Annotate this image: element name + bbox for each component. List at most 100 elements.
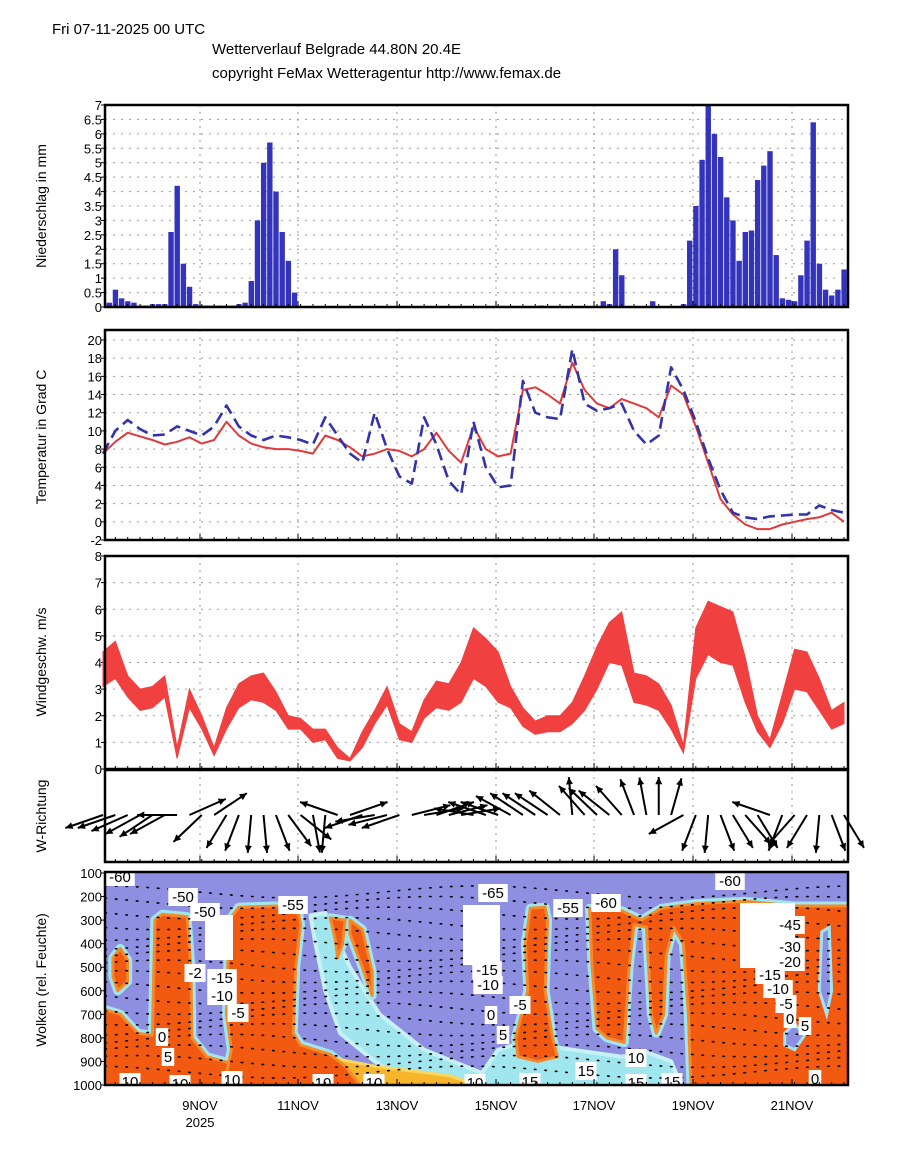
wind-direction-arrow <box>786 814 808 849</box>
arrow-head-icon <box>119 829 128 837</box>
x-tick-label: 21NOV <box>771 1098 814 1113</box>
contour-label-bg <box>808 1070 822 1085</box>
contour-label-bg <box>775 916 805 934</box>
arrow-head-icon <box>568 788 577 796</box>
wind-direction-arrow <box>701 814 710 853</box>
y-tick-label: 2 <box>95 709 102 724</box>
y-tick-label: 400 <box>80 937 102 952</box>
humidity-region-dry <box>817 924 834 1021</box>
contour-label-bg <box>184 964 206 982</box>
contour-label-bg <box>169 1075 191 1085</box>
wind-direction-arrow <box>528 789 561 816</box>
contour-label: -15 <box>759 967 781 984</box>
wind-direction-arrow <box>335 814 375 824</box>
precip-bar <box>649 301 656 307</box>
contour-label-bg <box>798 1017 812 1035</box>
precip-bar <box>291 292 298 307</box>
precip-bar <box>717 156 724 307</box>
precip-bar <box>131 302 137 307</box>
humidity-region-saturated <box>328 916 347 960</box>
contour-label-bg <box>207 987 237 1005</box>
wind-direction-arrow <box>681 814 697 852</box>
precip-bar <box>267 142 273 307</box>
contour-label: -15 <box>211 970 233 987</box>
y-tick-label: 4 <box>95 478 102 493</box>
arrow-head-icon <box>105 827 114 834</box>
arrow-head-icon <box>475 796 484 803</box>
contour-label: -5 <box>513 997 526 1014</box>
wind-direction-arrow <box>349 801 388 816</box>
wind-direction-arrow <box>731 814 754 849</box>
arrow-head-icon <box>786 839 794 848</box>
contour-label-bg <box>763 980 793 998</box>
arrow-head-icon <box>490 793 499 801</box>
contour-label: 5 <box>164 1049 172 1066</box>
y-tick-label: 8 <box>95 549 102 564</box>
arrow-head-icon <box>529 790 538 798</box>
wind-direction-arrow <box>77 814 116 829</box>
wind-direction-arrow <box>411 803 451 816</box>
arrow-head-icon <box>335 816 343 824</box>
contour-label-bg <box>278 896 308 914</box>
contour-label-bg <box>363 1074 385 1085</box>
contour-label-bg <box>119 1073 141 1085</box>
arrow-head-icon <box>558 785 567 794</box>
y-tick-label: 2.5 <box>84 228 102 243</box>
arrow-head-icon <box>300 801 309 808</box>
precip-bar <box>779 298 786 307</box>
contour-label: -5 <box>231 1005 244 1022</box>
y-tick-label: 18 <box>88 351 102 366</box>
wind-direction-arrow <box>568 787 598 816</box>
arrow-head-icon <box>595 785 604 794</box>
wind-direction-arrow <box>274 814 291 852</box>
contour-label: 0 <box>811 1071 819 1088</box>
precip-bar <box>612 249 619 307</box>
contour-label: -60 <box>719 873 741 890</box>
wind-direction-arrow <box>119 814 153 838</box>
y-tick-label: 1.5 <box>84 257 102 272</box>
precip-bar <box>248 281 254 307</box>
header-datetime: Fri 07-11-2025 00 UTC <box>52 21 205 38</box>
temp-ylabel: Temperatur in Grad C <box>33 370 49 505</box>
contour-label-bg <box>161 1048 175 1066</box>
arrow-head-icon <box>434 806 442 814</box>
header-title: Wetterverlauf Belgrade 44.80N 20.4E <box>212 41 461 58</box>
wdir-panel <box>105 770 848 862</box>
humidity-region-saturated <box>348 918 374 997</box>
wind-direction-arrow <box>719 814 736 852</box>
contour-label-bg <box>591 894 621 912</box>
x-tick-label: 15NOV <box>475 1098 518 1113</box>
y-tick-label: 0.5 <box>84 286 102 301</box>
arrow-head-icon <box>238 793 247 801</box>
wind-direction-arrow <box>361 814 400 829</box>
arrow-head-icon <box>77 822 86 829</box>
wind-direction-arrow <box>213 792 248 816</box>
arrow-head-icon <box>839 842 847 851</box>
arrow-head-icon <box>173 834 182 842</box>
wind-direction-arrow <box>813 814 821 853</box>
precip-bar <box>736 260 742 307</box>
wind-direction-arrow <box>830 814 847 852</box>
y-tick-label: 5 <box>95 156 102 171</box>
wdir-frame <box>103 768 850 864</box>
y-tick-label: 20 <box>88 333 102 348</box>
contour-label-bg <box>775 995 797 1013</box>
y-tick-label: 2 <box>95 242 102 257</box>
contour-label-bg <box>625 1049 647 1067</box>
contour-label-bg <box>553 899 583 917</box>
arrow-head-icon <box>206 839 214 848</box>
precip-bar <box>242 302 248 307</box>
contour-label-bg <box>755 966 785 984</box>
arrow-head-icon <box>514 793 523 801</box>
precip-bar <box>798 275 804 307</box>
contour-label: 15 <box>522 1074 539 1091</box>
wind-direction-arrow <box>514 792 549 816</box>
wind-speed-band <box>102 600 845 762</box>
header-copyright: copyright FeMax Wetteragentur http://www… <box>212 65 561 82</box>
precip-bar <box>705 105 711 307</box>
contour-label: 10 <box>366 1075 383 1092</box>
arrow-head-icon <box>857 839 864 848</box>
arrow-head-icon <box>763 836 771 845</box>
